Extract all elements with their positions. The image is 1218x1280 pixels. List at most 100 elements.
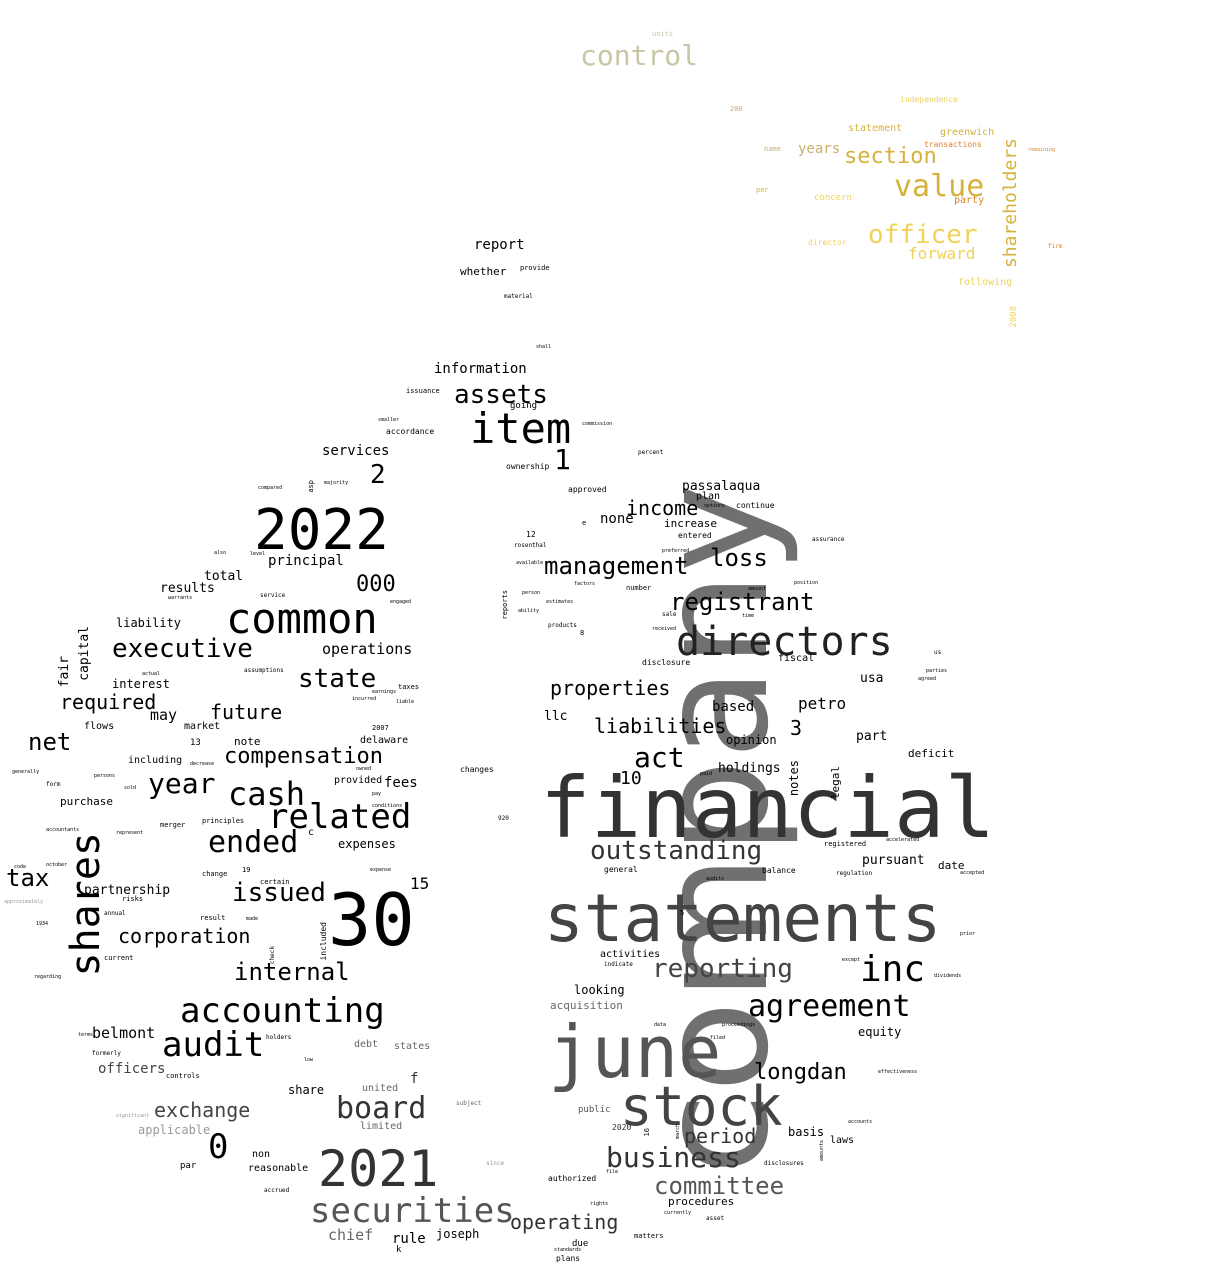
word-expenses: expenses — [338, 837, 396, 851]
word-limited: limited — [360, 1121, 403, 1132]
word-assets: assets — [454, 380, 548, 410]
word-5: 5 — [680, 909, 685, 917]
word-warrants: warrants — [168, 595, 193, 601]
word-fees: fees — [384, 775, 418, 791]
word-sale: sale — [662, 611, 677, 618]
word-commission: commission — [582, 421, 613, 427]
word-merger: merger — [160, 821, 186, 829]
word-name: name — [764, 145, 781, 153]
word-taxes: taxes — [398, 683, 420, 691]
word-properties: properties — [550, 676, 671, 700]
word-compared: compared — [258, 485, 283, 491]
word-code: code — [14, 864, 27, 870]
word-level: level — [250, 551, 266, 557]
word-firm: firm — [1048, 243, 1063, 250]
word-units: units — [652, 30, 674, 38]
word-change: change — [202, 870, 228, 878]
word-prior: prior — [960, 931, 976, 937]
word-independence: independence — [900, 95, 958, 104]
word-applicable: applicable — [138, 1123, 211, 1137]
word-reasonable: reasonable — [248, 1163, 309, 1174]
word-accelerated: accelerated — [886, 837, 920, 843]
word-rule: rule — [392, 1231, 426, 1247]
word-operations: operations — [322, 640, 413, 658]
word-13: 13 — [190, 738, 201, 748]
word-usa: usa — [860, 671, 884, 686]
word-liable: liable — [396, 699, 415, 705]
word-2020: 2020 — [612, 1123, 632, 1132]
word-officers: officers — [98, 1061, 166, 1077]
word-services: services — [322, 443, 390, 459]
word-share: share — [288, 1083, 325, 1097]
word-indicate: indicate — [604, 961, 633, 968]
word-forward: forward — [908, 244, 976, 263]
word-remaining: remaining — [1028, 147, 1056, 153]
word-filed: filed — [710, 1035, 726, 1041]
word-states: states — [394, 1041, 431, 1052]
word-holders: holders — [266, 1034, 292, 1041]
word-audit: audit — [162, 1025, 265, 1065]
word-parties: parties — [926, 668, 948, 674]
word-rosenthal: rosenthal — [514, 542, 547, 549]
word-available: available — [516, 560, 544, 566]
word-1934: 1934 — [36, 921, 49, 927]
word-ended: ended — [208, 825, 299, 860]
word-based: based — [712, 699, 755, 715]
word-greenwich: greenwich — [940, 127, 995, 138]
word-ability: ability — [518, 608, 540, 614]
word-information: information — [434, 361, 527, 377]
word-assumptions: assumptions — [244, 667, 284, 674]
word-registered: registered — [824, 840, 867, 848]
word-state: state — [298, 664, 377, 694]
word-reporting: reporting — [652, 954, 793, 984]
word-result: result — [200, 914, 226, 922]
word-decrease: decrease — [190, 761, 215, 767]
word-board: board — [336, 1091, 427, 1126]
word-10: 10 — [620, 768, 642, 789]
word-cash: cash — [228, 775, 306, 813]
word-paid: paid — [700, 771, 713, 777]
word-part: part — [856, 729, 888, 744]
word-disclosure: disclosure — [642, 658, 691, 667]
word-business: business — [606, 1141, 741, 1174]
word-committee: committee — [654, 1172, 785, 1200]
word-tax: tax — [6, 864, 50, 892]
word-c: c — [308, 827, 315, 838]
word-delaware: delaware — [360, 735, 409, 746]
word-future: future — [210, 700, 283, 724]
word-internal: internal — [234, 958, 350, 986]
word-made: made — [246, 916, 259, 922]
word-including: including — [128, 755, 183, 766]
word-audits: audits — [706, 876, 725, 882]
word-provide: provide — [520, 264, 550, 272]
word-check: check — [269, 946, 276, 965]
word-market: market — [184, 721, 221, 732]
word-proceedings: proceedings — [722, 1022, 756, 1028]
word-section: section — [844, 144, 937, 169]
word-par: par — [180, 1161, 197, 1171]
word-financial: financial — [540, 759, 996, 857]
word-capital: capital — [77, 626, 92, 681]
word-low: low — [304, 1057, 314, 1063]
word-reports: reports — [501, 590, 509, 620]
word-legal: legal — [829, 766, 842, 800]
word-required: required — [60, 690, 157, 714]
word-200: 200 — [730, 105, 743, 113]
word-due: due — [572, 1239, 589, 1249]
word-2: 2 — [370, 460, 386, 490]
word-general: general — [604, 865, 638, 874]
word-k: k — [396, 1245, 402, 1255]
word-received: received — [652, 626, 677, 632]
word-llc: llc — [544, 709, 568, 724]
word-asset: asset — [706, 1215, 725, 1222]
word-march: march — [675, 1124, 681, 1140]
word-stock: stock — [620, 1075, 783, 1138]
word-amounts: amounts — [819, 1140, 825, 1162]
word-2007: 2007 — [372, 724, 389, 732]
word-note: note — [234, 735, 261, 748]
word-risks: risks — [122, 895, 144, 903]
word-currently: currently — [664, 1210, 692, 1216]
word-directors: directors — [676, 619, 893, 665]
word-approximately: approximately — [4, 899, 44, 905]
